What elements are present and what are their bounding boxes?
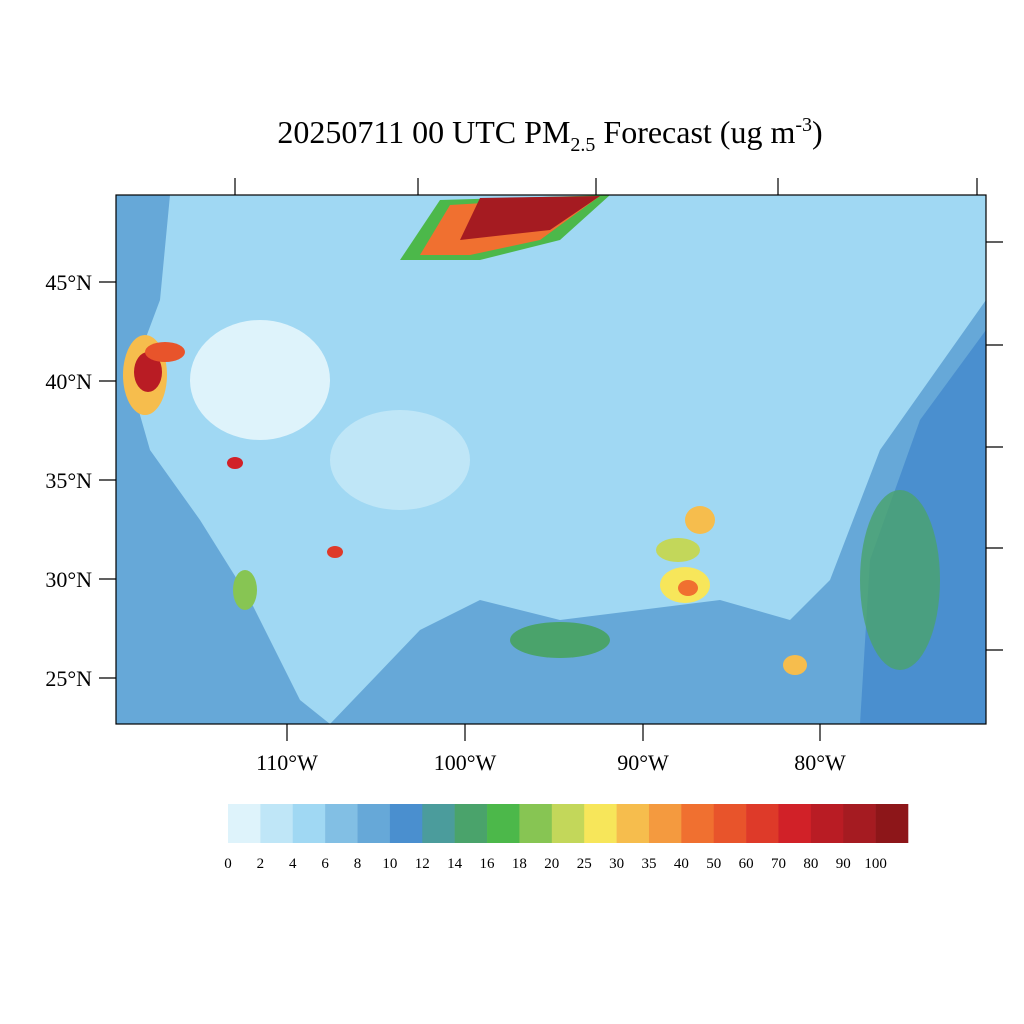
colorbar-box [228,804,261,843]
colorbar-label: 80 [803,856,818,872]
lon-label: 110°W [256,750,318,775]
colorbar-label: 6 [321,856,329,872]
colorbar-label: 8 [354,856,362,872]
lat-label: 45°N [45,270,92,295]
colorbar-box [551,804,585,843]
colorbar-label: 20 [544,856,559,872]
colorbar-box [778,804,812,843]
colorbar-box [422,804,455,843]
title-end: ) [812,114,823,150]
colorbar-label: 25 [577,856,592,872]
title-sub: 2.5 [570,134,595,156]
lat-label: 35°N [45,468,92,493]
lat-label: 30°N [45,567,92,592]
colorbar-box [325,804,358,843]
colorbar-box [454,804,488,843]
lon-label: 100°W [434,750,497,775]
lat-label: 25°N [45,666,92,691]
colorbar-box [260,804,294,843]
colorbar-label: 14 [447,856,463,872]
map-field [116,195,986,724]
colorbar-box [616,804,650,843]
colorbar-box [519,804,553,843]
colorbar-label: 60 [739,856,754,872]
map-ticks [99,178,1003,741]
colorbar-label: 16 [480,856,496,872]
colorbar-label: 4 [289,856,297,872]
colorbar-label: 10 [382,856,397,872]
colorbar-label: 12 [415,856,430,872]
colorbar-box [389,804,423,843]
colorbar-box [843,804,876,843]
title-rest: Forecast (ug m [595,114,795,150]
colorbar-box [584,804,617,843]
colorbar-label: 2 [257,856,265,872]
colorbar-box [357,804,391,843]
colorbar-box [810,804,844,843]
colorbar-label: 0 [224,856,232,872]
colorbar-label: 50 [706,856,721,872]
lat-label: 40°N [45,369,92,394]
colorbar-label: 90 [836,856,851,872]
colorbar-label: 100 [864,856,887,872]
colorbar-box [487,804,520,843]
colorbar-box [292,804,326,843]
lon-label: 90°W [617,750,669,775]
colorbar-label: 18 [512,856,527,872]
colorbar-label: 30 [609,856,624,872]
colorbar-label: 70 [771,856,786,872]
colorbar-label: 35 [641,856,656,872]
title-sup: -3 [795,114,812,136]
title: 20250711 00 UTC PM2.5 Forecast (ug m-3) [277,114,822,156]
colorbar-box [648,804,682,843]
colorbar-box [875,804,909,843]
title-main: 20250711 00 UTC PM [277,114,570,150]
colorbar-box [681,804,715,843]
colorbar-box [746,804,779,843]
colorbar-label: 40 [674,856,689,872]
lon-label: 80°W [794,750,846,775]
colorbar-box [713,804,747,843]
map-frame [115,194,987,725]
